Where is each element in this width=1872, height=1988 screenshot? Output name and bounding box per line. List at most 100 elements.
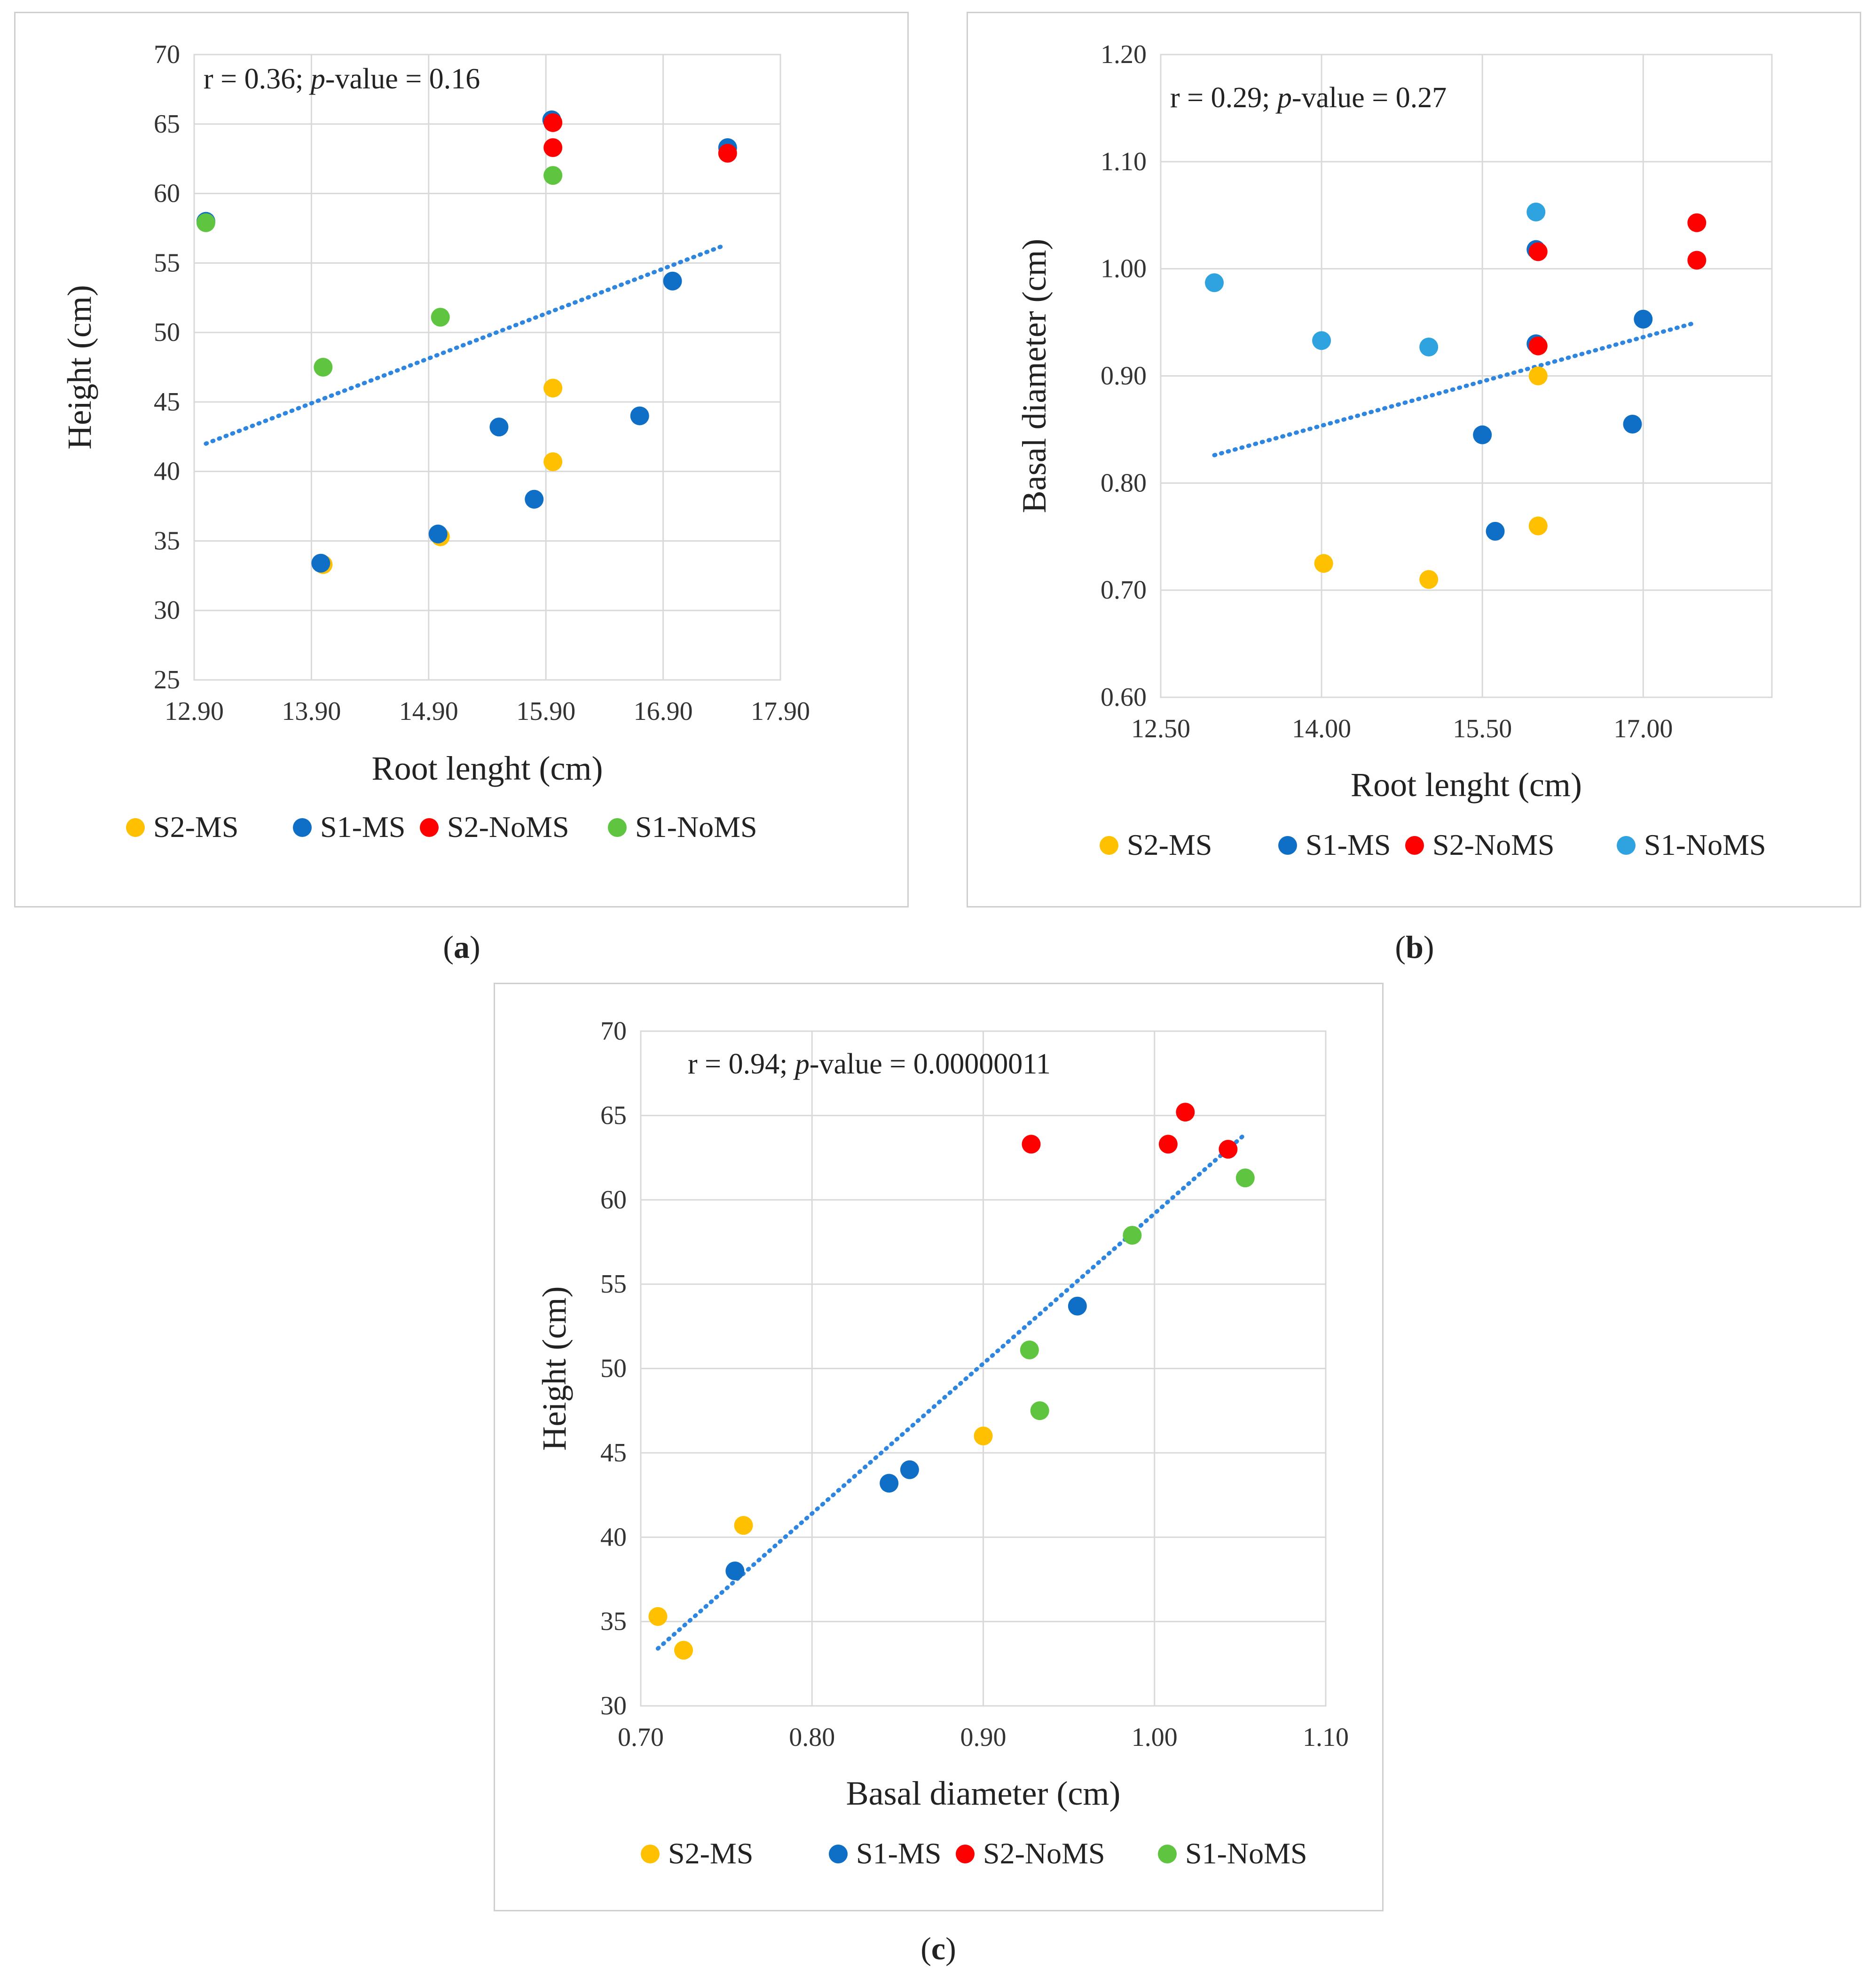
data-point-s2-ms: [974, 1427, 993, 1445]
data-point-s1-noms: [1020, 1341, 1039, 1360]
correlation-annotation: r = 0.29; p-value = 0.27: [1170, 82, 1447, 114]
chart-panel-a: 25 30 35 40 45 50 55 60 65 70 12.90 13.90 14.90 15.90…: [14, 12, 909, 907]
x-tick-label: 16.90: [634, 697, 693, 726]
y-tick-label: 60: [154, 179, 180, 208]
data-point-s2-noms: [1528, 336, 1548, 355]
caption-a-letter: a: [454, 929, 470, 965]
legend-marker: [956, 1845, 975, 1863]
x-tick-label: 14.00: [1292, 714, 1351, 743]
data-point-s1-ms: [1623, 415, 1642, 434]
annotation-p: p: [1275, 82, 1292, 114]
y-tick-label: 35: [600, 1607, 627, 1636]
x-tick-label: 17.00: [1613, 714, 1673, 743]
legend-label: S2-MS: [1127, 828, 1212, 861]
x-tick-label: 0.70: [618, 1723, 664, 1752]
data-point-s1-noms: [431, 308, 450, 327]
legend-label: S2-MS: [153, 810, 238, 844]
data-point-s1-ms: [725, 1562, 745, 1580]
y-tick-label: 70: [154, 40, 180, 69]
legend-marker: [1405, 836, 1424, 855]
y-tick-label: 30: [600, 1691, 627, 1720]
data-point-s1-ms: [663, 271, 682, 291]
x-tick-label: 15.50: [1453, 714, 1512, 743]
x-tick-label: 0.80: [789, 1723, 835, 1752]
chart-c-svg: 30 35 40 45 50 55 60 65 70 0.70 0.80 0.90 1.00 1.10 r …: [535, 1017, 1349, 1870]
y-tick-label: 0.90: [1101, 362, 1147, 391]
data-point-s1-ms: [1486, 521, 1505, 541]
data-point-s2-noms: [543, 113, 563, 132]
chart-a-svg: 25 30 35 40 45 50 55 60 65 70 12.90 13.90 14.90 15.90…: [61, 40, 810, 844]
legend-label: S2-NoMS: [1432, 828, 1555, 861]
y-tick-label: 60: [600, 1185, 627, 1215]
data-point-s1-ms: [630, 406, 649, 426]
data-point-s1-ms: [428, 524, 448, 544]
y-tick-label: 50: [154, 318, 180, 347]
data-point-s1-noms: [314, 358, 333, 377]
legend-marker: [126, 818, 145, 837]
data-point-s2-noms: [1158, 1135, 1178, 1154]
data-point-s1-noms: [1205, 273, 1224, 292]
y-tick-label: 0.70: [1101, 576, 1147, 605]
y-tick-label: 0.80: [1101, 468, 1147, 497]
data-point-s2-ms: [734, 1516, 753, 1535]
x-axis-label: Root lenght (cm): [1351, 766, 1582, 804]
data-point-s1-ms: [311, 553, 330, 573]
data-point-s1-noms: [1312, 331, 1331, 350]
correlation-annotation: r = 0.94; p-value = 0.00000011: [688, 1048, 1051, 1080]
y-tick-label: 1.20: [1101, 40, 1147, 69]
y-axis-label: Height (cm): [61, 285, 98, 450]
annotation-p: p: [309, 63, 325, 95]
legend-label: S1-MS: [1306, 828, 1391, 861]
legend-label: S1-MS: [320, 810, 405, 844]
data-point-s1-noms: [543, 166, 563, 185]
data-point-s2-ms: [543, 379, 563, 398]
correlation-annotation: r = 0.36; p-value = 0.16: [204, 63, 480, 95]
data-point-s2-ms: [543, 452, 563, 471]
y-tick-label: 40: [600, 1523, 627, 1552]
x-tick-label: 12.90: [165, 697, 224, 726]
trendline: [1212, 320, 1699, 458]
x-axis-label: Basal diameter (cm): [846, 1775, 1121, 1812]
data-point-s1-noms: [196, 213, 215, 232]
legend-marker: [1278, 836, 1297, 855]
x-tick-label: 1.10: [1303, 1723, 1349, 1752]
data-point-s1-noms: [1123, 1226, 1142, 1245]
legend-label: S2-MS: [668, 1837, 753, 1870]
x-tick-label: 1.00: [1132, 1723, 1178, 1752]
annotation-suffix: -value = 0.16: [325, 63, 480, 95]
legend-marker: [1100, 836, 1118, 855]
legend-marker: [608, 818, 627, 837]
data-point-s1-noms: [1419, 337, 1439, 356]
data-point-s2-noms: [1176, 1103, 1195, 1122]
chart-b-svg: 0.60 0.70 0.80 0.90 1.00 1.10 1.20 12.50 14.00 15…: [1015, 40, 1773, 861]
legend-marker: [1617, 836, 1636, 855]
legend-marker: [1158, 1845, 1177, 1863]
data-point-s1-noms: [1235, 1168, 1255, 1188]
caption-c-letter: c: [931, 1931, 946, 1966]
annotation-p: p: [793, 1048, 810, 1080]
y-axis-label: Height (cm): [535, 1286, 573, 1451]
x-tick-label: 15.90: [516, 697, 575, 726]
data-point-s2-ms: [1419, 570, 1439, 589]
y-tick-label: 70: [600, 1017, 627, 1046]
y-tick-label: 55: [600, 1270, 627, 1299]
y-tick-label: 35: [154, 526, 180, 555]
chart-panel-b: 0.60 0.70 0.80 0.90 1.00 1.10 1.20 12.50 14.00 15…: [967, 12, 1861, 907]
y-tick-label: 1.10: [1101, 147, 1147, 176]
y-tick-label: 45: [600, 1438, 627, 1467]
caption-a: (a): [443, 929, 480, 965]
x-axis-label: Root lenght (cm): [372, 749, 603, 787]
caption-c: (c): [920, 1931, 956, 1966]
data-point-s2-noms: [1022, 1135, 1041, 1154]
data-point-s1-ms: [1068, 1296, 1087, 1316]
legend-marker: [293, 818, 312, 837]
y-tick-label: 45: [154, 387, 180, 417]
plot-area: [640, 1030, 1327, 1707]
data-point-s1-ms: [1473, 425, 1492, 444]
y-tick-label: 1.00: [1101, 254, 1147, 284]
x-tick-label: 17.90: [751, 697, 810, 726]
caption-b-letter: b: [1406, 929, 1424, 965]
data-point-s2-ms: [674, 1641, 693, 1660]
legend-label: S1-NoMS: [1644, 828, 1766, 861]
legend-marker: [420, 818, 439, 837]
